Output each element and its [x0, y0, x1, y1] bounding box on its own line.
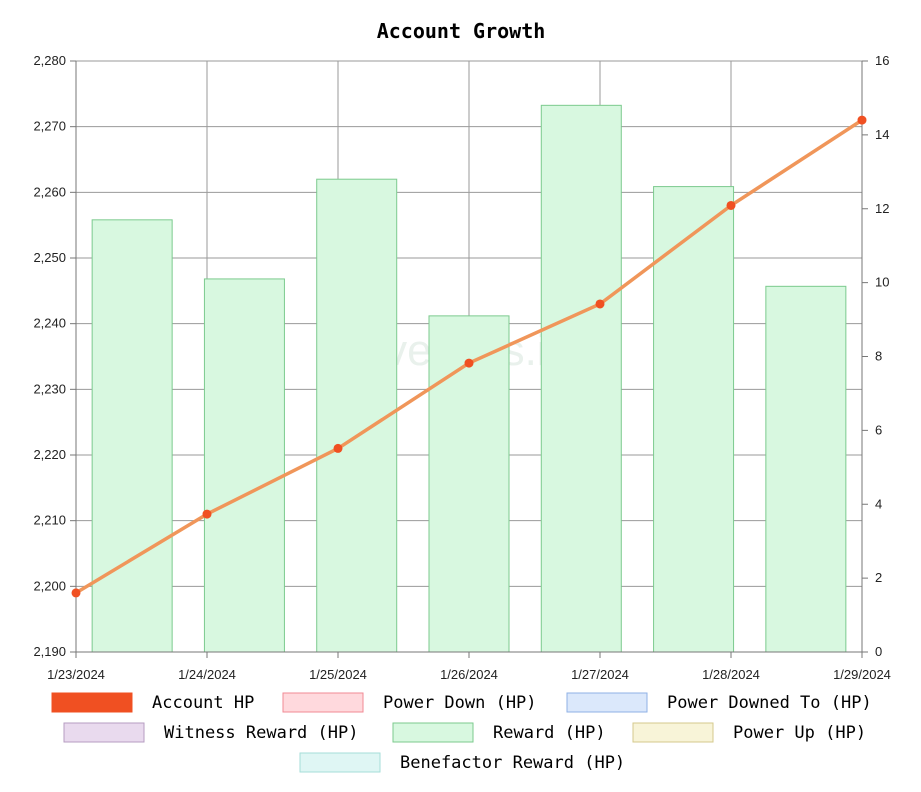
legend-label: Account HP	[152, 693, 254, 713]
y-left-tick-label: 2,200	[33, 578, 66, 593]
account-hp-point	[464, 358, 474, 368]
reward-bar	[428, 315, 510, 653]
y-right-tick-label: 14	[875, 127, 889, 142]
x-tick-label: 1/28/2024	[702, 667, 760, 682]
y-left-tick-label: 2,240	[33, 316, 66, 331]
legend: Account HP Power Down (HP) Power Downed To…	[51, 692, 872, 773]
reward-bar	[540, 104, 622, 653]
legend-label: Power Downed To (HP)	[667, 693, 872, 713]
y-right-tick-label: 10	[875, 275, 889, 290]
y-left-tick-label: 2,250	[33, 250, 66, 265]
x-tick-label: 1/24/2024	[178, 667, 236, 682]
legend-swatch	[392, 722, 474, 743]
y-left-tick-label: 2,190	[33, 644, 66, 659]
y-right-tick-label: 2	[875, 570, 882, 585]
reward-bar	[765, 285, 847, 653]
x-tick-label: 1/23/2024	[47, 667, 105, 682]
legend-label: Witness Reward (HP)	[164, 723, 358, 743]
reward-bar	[653, 186, 735, 653]
y-left-tick-label: 2,230	[33, 381, 66, 396]
x-tick-label: 1/29/2024	[833, 667, 891, 682]
legend-label: Reward (HP)	[493, 723, 606, 743]
y-left-tick-label: 2,280	[33, 53, 66, 68]
account-hp-point	[71, 588, 81, 598]
y-left-tick-label: 2,270	[33, 119, 66, 134]
axes: 2,190 2,200 2,210 2,220 2,230 2,240 2,250 2,260…	[33, 53, 890, 682]
y-right-tick-label: 0	[875, 644, 882, 659]
account-hp-point	[595, 299, 605, 309]
account-hp-point	[202, 509, 212, 519]
y-left-tick-label: 2,210	[33, 513, 66, 528]
y-right-tick-label: 8	[875, 349, 882, 364]
legend-label: Power Up (HP)	[733, 723, 866, 743]
y-right-tick-label: 6	[875, 422, 882, 437]
reward-bar	[91, 219, 173, 653]
legend-swatch	[632, 722, 714, 743]
reward-bars	[91, 104, 847, 653]
legend-label: Power Down (HP)	[383, 693, 537, 713]
x-tick-label: 1/27/2024	[571, 667, 629, 682]
legend-swatch	[299, 752, 381, 773]
legend-swatch	[282, 692, 364, 713]
reward-bar	[316, 178, 398, 653]
y-right-tick-label: 16	[875, 53, 889, 68]
y-left-tick-label: 2,220	[33, 447, 66, 462]
account-hp-point	[857, 115, 867, 125]
legend-label: Benefactor Reward (HP)	[400, 753, 625, 773]
legend-swatch	[63, 722, 145, 743]
legend-swatch	[566, 692, 648, 713]
y-right-tick-label: 12	[875, 201, 889, 216]
reward-bar	[203, 278, 285, 653]
chart-title: Account Growth	[377, 19, 546, 43]
account-hp-point	[726, 200, 736, 210]
x-tick-label: 1/26/2024	[440, 667, 498, 682]
legend-swatch	[51, 692, 133, 713]
y-left-tick-label: 2,260	[33, 184, 66, 199]
y-right-tick-label: 4	[875, 496, 882, 511]
account-hp-point	[333, 443, 343, 453]
x-tick-label: 1/25/2024	[309, 667, 367, 682]
account-hp-line	[71, 115, 867, 598]
